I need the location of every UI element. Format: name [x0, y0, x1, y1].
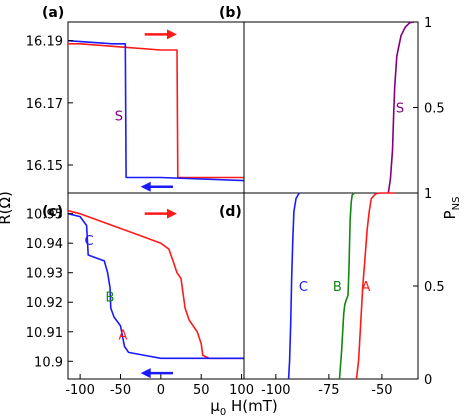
curve-label-C: C [84, 234, 93, 249]
series-line-green [338, 192, 355, 380]
y-tick-label: 16.15 [26, 159, 63, 174]
arrow-right-head [166, 29, 177, 40]
curve-label-B: B [333, 280, 342, 295]
panel-a-plot: 16.15 16.17 16.19 S [26, 29, 245, 192]
y-tick-label: 10.92 [26, 296, 63, 311]
curve-label-C: C [299, 280, 308, 295]
x-tick-label: 0 [157, 383, 165, 398]
panel-c-plot: 10.9 10.91 10.92 10.93 10.94 10.95 -100 -50 0 50 1… [26, 208, 254, 398]
x-tick-label: -100 [261, 383, 291, 398]
x-axis-label-mu: μ [210, 397, 220, 415]
panel-d: (d) 0 0.5 1 -100 -75 -50 C B A [219, 187, 445, 398]
x-tick-label: 100 [229, 383, 254, 398]
y-tick-label: 16.17 [26, 97, 63, 112]
series-line-red [67, 209, 244, 360]
y-tick-label: 10.9 [34, 355, 63, 370]
curve-label-S: S [115, 109, 123, 124]
series-line-purple [387, 21, 414, 194]
x-axis-label-sub: 0 [220, 407, 226, 418]
series-line-red [68, 42, 244, 179]
curve-label-A: A [362, 280, 371, 295]
panel-b-plot: 0.5 1 S [387, 16, 445, 194]
y-axis-right-label-sub: NS [451, 197, 462, 211]
x-axis-label-rest: H(mT) [226, 397, 278, 415]
panel-c-tag: (c) [42, 204, 63, 220]
y-axis-right-label-main: P [441, 210, 459, 219]
y-tick-label: 10.91 [26, 326, 63, 341]
panel-d-frame [243, 192, 419, 380]
y-axis-right-label: PNS [441, 197, 462, 220]
y-tick-label: 10.95 [26, 208, 63, 223]
series-line-blue [287, 192, 300, 380]
y-tick-label: 1 [424, 187, 432, 202]
panel-b-tag: (b) [219, 5, 242, 21]
x-tick-label: -50 [371, 383, 392, 398]
x-tick-label: -50 [110, 383, 131, 398]
panel-a-tag: (a) [42, 5, 64, 21]
series-line-blue [67, 212, 244, 360]
y-axis-left-label: R(Ω) [0, 191, 14, 225]
panel-c-frame [67, 192, 245, 380]
curve-label-S: S [396, 102, 404, 117]
arrow-right-head [166, 208, 177, 219]
x-tick-label: -75 [318, 383, 339, 398]
y-tick-label: 0 [424, 373, 432, 388]
panel-a: (a) 16.15 16.17 16.19 S [26, 5, 245, 194]
y-tick-label: 10.94 [26, 237, 63, 252]
y-tick-label: 0.5 [424, 280, 445, 295]
panel-a-frame [67, 21, 245, 194]
arrow-left-head [140, 368, 151, 379]
x-axis-label: μ0 H(mT) [210, 397, 277, 418]
panel-c: (c) 10.9 10.91 10.92 10.93 10.94 10.95 -100 -50… [26, 192, 254, 398]
y-tick-label: 10.93 [26, 267, 63, 282]
x-tick-label: -100 [65, 383, 95, 398]
y-tick-label: 1 [424, 16, 432, 31]
panel-d-plot: 0 0.5 1 -100 -75 -50 C B A [261, 187, 445, 398]
y-tick-label: 0.5 [424, 102, 445, 117]
curve-label-A: A [118, 329, 127, 344]
panel-b: (b) 0.5 1 S [219, 5, 445, 194]
series-line-blue [67, 39, 245, 182]
panel-d-tag: (d) [219, 204, 242, 220]
series-line-red [355, 192, 395, 380]
x-tick-label: 50 [193, 383, 210, 398]
curve-label-B: B [106, 290, 115, 305]
arrow-left-head [140, 181, 151, 192]
y-tick-label: 16.19 [26, 35, 63, 50]
